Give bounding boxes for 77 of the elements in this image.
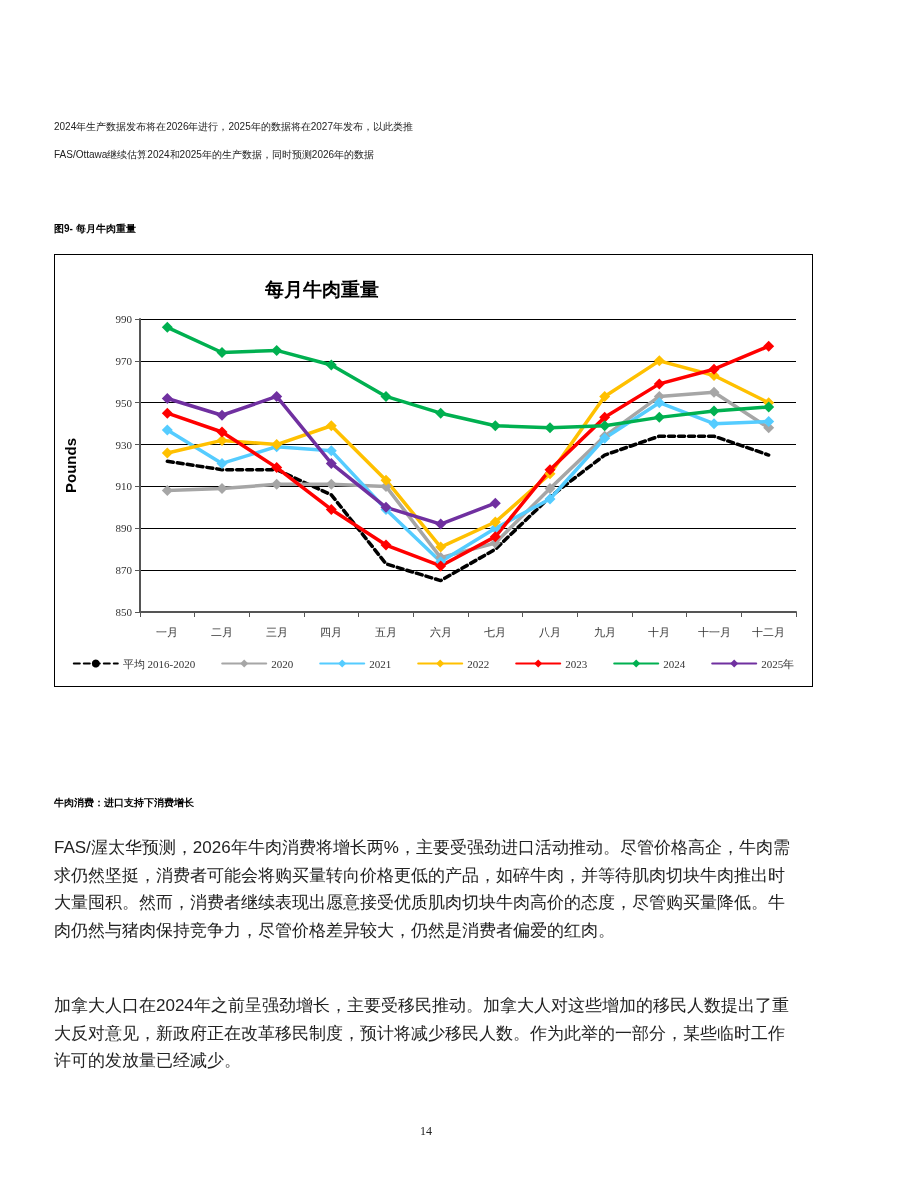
x-tick-label: 七月 [484, 625, 507, 638]
x-tick-label: 十一月 [697, 625, 731, 638]
point [763, 401, 775, 413]
point [544, 464, 556, 476]
x-tick-label: 五月 [375, 625, 397, 638]
y-tick-label: 950 [115, 396, 133, 409]
legend-label: 2023 [565, 657, 588, 670]
point [380, 390, 392, 402]
point [161, 447, 173, 459]
point [380, 474, 392, 486]
point [489, 420, 501, 432]
point [489, 516, 501, 528]
x-tick-label: 一月 [156, 625, 179, 638]
point [489, 531, 501, 543]
point [216, 426, 228, 438]
point [435, 541, 447, 553]
point [325, 503, 337, 515]
y-tick-label: 850 [115, 606, 133, 618]
y-axis-title: Pounds [62, 438, 79, 493]
point [599, 390, 611, 402]
caption: 图9- 每月牛肉重量 [54, 222, 136, 236]
point [216, 409, 228, 421]
legend-label: 平均 2016-2020 [122, 657, 196, 670]
text: FAS/Ottawa继续估算2024和2025年的生产数据，同时预测2026年的数据 [54, 148, 375, 162]
y-tick-label: 990 [115, 313, 133, 325]
point [544, 483, 556, 495]
point [708, 363, 720, 375]
x-tick-label: 八月 [539, 625, 561, 638]
point [271, 344, 283, 356]
legend-label: 2025年 [761, 657, 795, 670]
x-tick-label: 四月 [320, 625, 343, 638]
point [380, 539, 392, 551]
legend-label: 2024 [663, 657, 686, 670]
point [271, 390, 283, 402]
point [325, 359, 337, 371]
point [161, 424, 173, 436]
point [216, 457, 228, 469]
point [653, 355, 665, 367]
point [599, 411, 611, 423]
y-tick-label: 870 [115, 564, 133, 577]
y-tick-label: 930 [115, 438, 133, 451]
legend-label: 2022 [467, 657, 490, 670]
text: 加拿大人口在2024年之前呈强劲增长，主要受移民推动。加拿大人对这些增加的移民人数提出了重大反对意见，新政府正在改革移民制度，预计将减少移民人数。作为此举的一部分，某些临时工作许可的发放量已经减少。 [54, 995, 790, 1072]
chart-title: 每月牛肉重量 [264, 279, 379, 300]
point [653, 411, 665, 423]
x-tick-label: 六月 [429, 625, 452, 638]
point [435, 407, 447, 419]
text: 2024年生产数据发布将在2026年进行，2025年的数据将在2027年发布，以此类推 [54, 120, 413, 134]
x-tick-label: 三月 [265, 625, 288, 638]
point [544, 493, 556, 505]
point [161, 321, 173, 333]
point [599, 420, 611, 432]
x-tick-label: 二月 [211, 625, 233, 638]
point [161, 407, 173, 419]
x-tick-label: 九月 [593, 625, 616, 638]
point [325, 457, 337, 469]
text: FAS/渥太华预测，2026年牛肉消费将增长两%，主要受强劲进口活动推动。尽管价格高企，牛肉需求仍然坚挺，消费者可能会将购买量转向价格更低的产品，如碎牛肉，并等待肌肉切块牛肉推出时大量囤积。然而，消费者继续表现出愿意接受优质肌肉切块牛肉高价的态度，尽管购买量降低。牛肉仍然与猪肉保持竞争力，尽管价格差异较大，仍然是消费者偏爱的红肉。 [54, 837, 791, 942]
text: 14 [420, 1124, 432, 1139]
point [325, 420, 337, 432]
legend-label: 2021 [369, 657, 392, 670]
point [653, 397, 665, 409]
point [489, 497, 501, 509]
point [653, 378, 665, 390]
legend-label: 2020 [271, 657, 294, 670]
y-tick-label: 970 [115, 354, 133, 367]
point [271, 462, 283, 474]
point [763, 416, 775, 428]
point [435, 518, 447, 530]
y-tick-label: 890 [115, 522, 133, 535]
point [708, 405, 720, 417]
x-tick-label: 十月 [648, 625, 671, 638]
point [763, 340, 775, 352]
point [161, 393, 173, 405]
y-tick-label: 910 [115, 480, 133, 493]
point [435, 560, 447, 572]
x-tick-label: 十二月 [752, 625, 786, 638]
text: 牛肉消费：进口支持下消费增长 [54, 796, 194, 810]
